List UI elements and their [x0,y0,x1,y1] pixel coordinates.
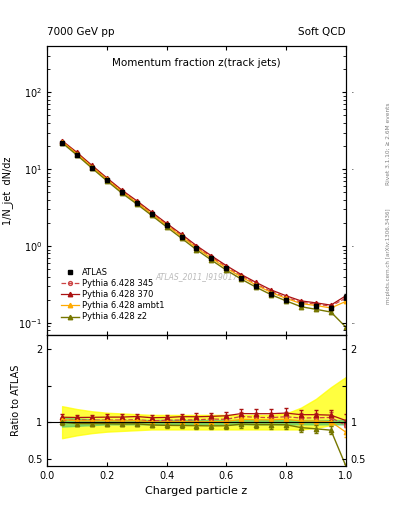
Y-axis label: 1/N_jet  dN/dz: 1/N_jet dN/dz [2,156,13,225]
Text: mcplots.cern.ch [arXiv:1306.3436]: mcplots.cern.ch [arXiv:1306.3436] [386,208,391,304]
Text: Momentum fraction z(track jets): Momentum fraction z(track jets) [112,58,281,68]
X-axis label: Charged particle z: Charged particle z [145,486,248,496]
Text: 7000 GeV pp: 7000 GeV pp [47,27,115,37]
Text: Soft QCD: Soft QCD [298,27,346,37]
Text: Rivet 3.1.10; ≥ 2.6M events: Rivet 3.1.10; ≥ 2.6M events [386,102,391,185]
Y-axis label: Ratio to ATLAS: Ratio to ATLAS [11,365,21,436]
Text: ATLAS_2011_I919017: ATLAS_2011_I919017 [155,272,238,282]
Legend: ATLAS, Pythia 6.428 345, Pythia 6.428 370, Pythia 6.428 ambt1, Pythia 6.428 z2: ATLAS, Pythia 6.428 345, Pythia 6.428 37… [57,265,168,325]
